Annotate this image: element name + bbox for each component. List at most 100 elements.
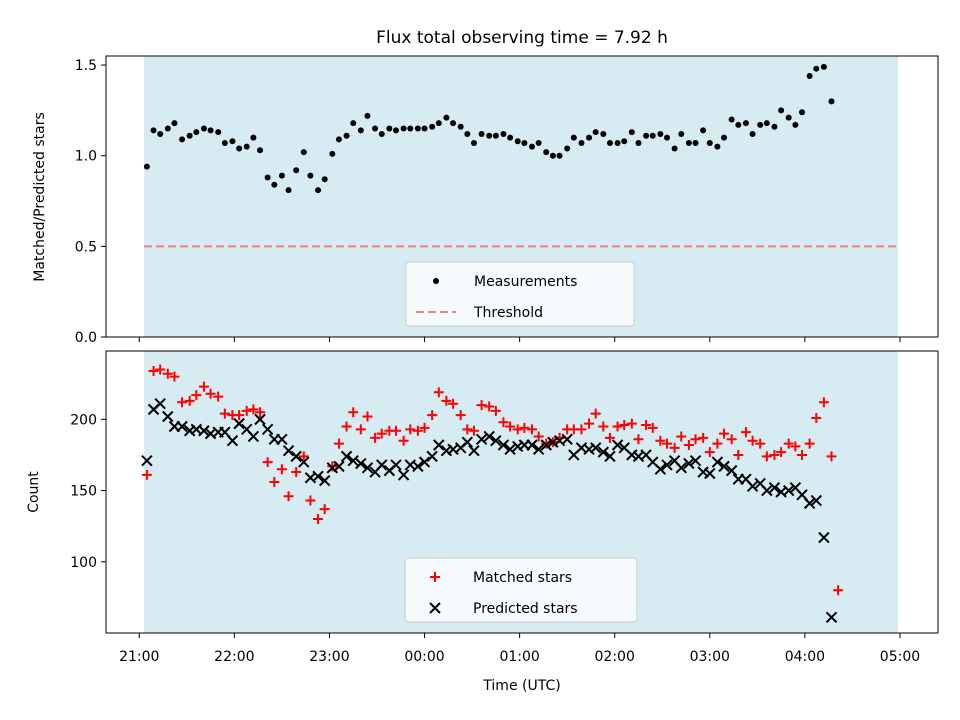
measurement-point <box>735 121 742 128</box>
measurement-point <box>521 140 528 147</box>
predicted-star-marker <box>783 484 795 497</box>
x-tick-label: 05:00 <box>880 649 920 665</box>
matched-star-marker <box>148 365 159 376</box>
matched-star-marker <box>818 397 829 408</box>
matched-star-marker <box>484 401 495 412</box>
matched-star-marker <box>398 435 409 446</box>
legend-label: Matched stars <box>473 570 572 586</box>
legend-label: Predicted stars <box>473 601 578 617</box>
predicted-star-marker <box>333 460 345 473</box>
chart-title: Flux total observing time = 7.92 h <box>376 28 668 48</box>
measurement-point <box>464 130 471 137</box>
predicted-star-marker <box>561 433 573 446</box>
matched-star-marker <box>761 451 772 462</box>
measurement-point <box>486 132 493 139</box>
measurement-point <box>678 130 685 137</box>
matched-star-marker <box>376 428 387 439</box>
matched-star-marker <box>733 449 744 460</box>
matched-star-marker <box>433 387 444 398</box>
matched-star-marker <box>512 424 523 435</box>
measurement-point <box>150 127 157 134</box>
x-tick-label: 03:00 <box>690 649 730 665</box>
measurement-point <box>400 125 407 132</box>
matched-star-marker <box>804 438 815 449</box>
predicted-star-marker <box>532 443 545 455</box>
measurement-point <box>315 187 322 194</box>
predicted-star-marker <box>711 456 724 468</box>
matched-star-marker <box>262 457 273 468</box>
legend-label: Threshold <box>473 305 543 321</box>
matched-star-marker <box>205 388 216 399</box>
measurement-point <box>457 123 464 130</box>
count-panel: 100 150 200 21:00 22:00 23:00 00:00 01:00 02:00 0… <box>70 350 939 665</box>
legend-label: Measurements <box>474 274 577 290</box>
measurement-point <box>621 138 628 145</box>
measurement-point <box>450 120 457 127</box>
measurement-point <box>757 121 764 128</box>
legend-box <box>405 261 635 327</box>
predicted-star-marker <box>825 611 838 624</box>
matched-star-marker <box>276 464 287 475</box>
matched-star-marker <box>698 432 709 443</box>
measurement-point <box>749 130 756 137</box>
matched-star-marker <box>419 422 430 433</box>
measurement-point <box>364 112 371 119</box>
measurement-point <box>628 129 635 136</box>
predicted-star-marker <box>810 494 822 507</box>
predicted-star-marker <box>183 425 196 437</box>
matched-star-marker <box>476 400 487 411</box>
matched-star-marker <box>755 438 766 449</box>
matched-star-marker <box>669 442 680 453</box>
matched-star-marker <box>448 398 459 409</box>
predicted-star-marker <box>226 435 239 447</box>
matched-star-marker <box>269 477 280 488</box>
measurement-point <box>236 145 243 152</box>
measurement-point <box>164 125 171 132</box>
measurement-point <box>685 140 692 147</box>
matched-star-marker <box>704 447 715 458</box>
predicted-star-marker <box>433 439 445 451</box>
predicted-star-marker <box>361 462 374 474</box>
measurement-point <box>407 125 414 132</box>
y-tick-label: 0.5 <box>75 239 97 255</box>
predicted-star-marker <box>247 430 260 443</box>
measurement-point <box>157 130 164 137</box>
predicted-star-marker <box>661 459 673 471</box>
predicted-star-marker <box>233 417 245 430</box>
measurement-point <box>721 134 728 141</box>
legend: Matched stars Predicted stars <box>404 557 638 623</box>
x-tick-label: 23:00 <box>309 649 349 665</box>
predicted-star-marker <box>468 444 480 457</box>
measurement-point <box>372 125 379 132</box>
measurement-point <box>543 149 550 156</box>
matched-star-marker <box>283 491 294 502</box>
measurement-point <box>643 132 650 139</box>
y-tick-label: 150 <box>70 484 97 500</box>
predicted-star-marker <box>355 457 367 470</box>
x-axis-label: Time (UTC) <box>482 678 560 694</box>
measurement-point <box>207 127 214 134</box>
matched-star-marker <box>776 447 787 458</box>
measurement-point <box>600 130 607 137</box>
measurement-point <box>200 125 207 132</box>
measurement-point <box>771 123 778 130</box>
ratio-panel: 0.0 0.5 1.0 1.5 Measurements Threshold <box>75 55 939 346</box>
predicted-star-marker <box>746 480 759 493</box>
measurement-point <box>586 134 593 141</box>
y-tick-label: 1.0 <box>75 149 97 165</box>
measurement-point <box>535 140 542 147</box>
measurement-point <box>570 134 577 141</box>
measurement-point <box>785 114 792 121</box>
matched-star-marker <box>313 514 324 525</box>
matched-star-marker <box>355 424 366 435</box>
measurement-point <box>507 134 514 141</box>
predicted-star-marker <box>483 430 495 443</box>
matched-star-marker <box>327 461 338 472</box>
matched-star-marker <box>541 438 552 449</box>
matched-star-marker <box>191 390 202 401</box>
predicted-star-marker <box>312 470 324 483</box>
measurement-point <box>556 152 563 159</box>
matched-star-marker <box>348 407 359 418</box>
measurement-point <box>806 72 813 79</box>
matched-star-marker <box>505 421 516 432</box>
